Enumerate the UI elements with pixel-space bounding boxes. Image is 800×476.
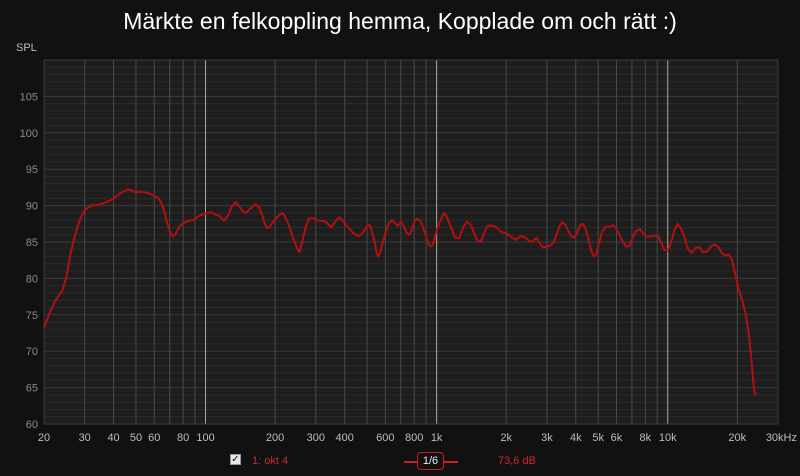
legend-bar: ✓ 1: okt 4 1/6 73,6 dB — [0, 452, 800, 472]
x-tick-label: 4k — [570, 432, 582, 444]
y-tick-label: 80 — [26, 273, 38, 285]
series-line-okt4 — [43, 188, 757, 396]
x-tick-label: 60 — [148, 432, 160, 444]
x-tick-label: 50 — [130, 432, 142, 444]
x-tick-label: 200 — [266, 432, 284, 444]
x-tick-label: 300 — [307, 432, 325, 444]
x-tick-label: 800 — [405, 432, 423, 444]
legend-line-right — [444, 461, 458, 463]
x-tick-label: 80 — [177, 432, 189, 444]
x-tick-label: 20k — [728, 432, 746, 444]
minor-grid — [44, 60, 778, 424]
x-tick-label: 8k — [640, 432, 652, 444]
y-tick-label: 60 — [26, 419, 38, 431]
x-tick-label: 100 — [196, 432, 214, 444]
legend-series-label: 1: okt 4 — [252, 455, 289, 467]
plot-border — [43, 59, 779, 425]
y-tick-label: 105 — [20, 91, 38, 103]
x-tick-label: 40 — [107, 432, 119, 444]
smoothing-button[interactable]: 1/6 — [417, 452, 444, 470]
x-tick-label: 10k — [659, 432, 677, 444]
y-tick-label: 65 — [26, 383, 38, 395]
x-tick-label: 400 — [335, 432, 353, 444]
x-tick-label: 6k — [611, 432, 623, 444]
y-axis-label: SPL — [16, 42, 37, 54]
legend-value: 73,6 dB — [498, 455, 536, 467]
x-tick-label: 2k — [500, 432, 512, 444]
y-tick-label: 100 — [20, 128, 38, 140]
x-tick-label: 20 — [38, 432, 50, 444]
series-visibility-checkbox[interactable]: ✓ — [230, 454, 241, 465]
y-tick-label: 75 — [26, 310, 38, 322]
x-tick-label: 5k — [592, 432, 604, 444]
y-tick-label: 95 — [26, 164, 38, 176]
x-tick-label: 30 — [79, 432, 91, 444]
legend-line-left — [404, 461, 418, 463]
y-tick-labels: 60 65 70 75 80 85 90 95 100 105 — [20, 91, 38, 431]
x-tick-label: 3k — [541, 432, 553, 444]
y-tick-label: 85 — [26, 237, 38, 249]
x-tick-labels: 20 30 40 50 60 80 100 200 300 400 600 800 1k 2k 3k 4k 5k… — [38, 432, 797, 444]
x-tick-label: 600 — [376, 432, 394, 444]
y-tick-label: 90 — [26, 201, 38, 213]
y-tick-label: 70 — [26, 346, 38, 358]
major-grid — [205, 60, 669, 424]
x-tick-label: 1k — [431, 432, 443, 444]
x-tick-label: 30kHz — [766, 432, 797, 444]
chart-title: Märkte en felkoppling hemma, Kopplade om… — [123, 8, 677, 34]
